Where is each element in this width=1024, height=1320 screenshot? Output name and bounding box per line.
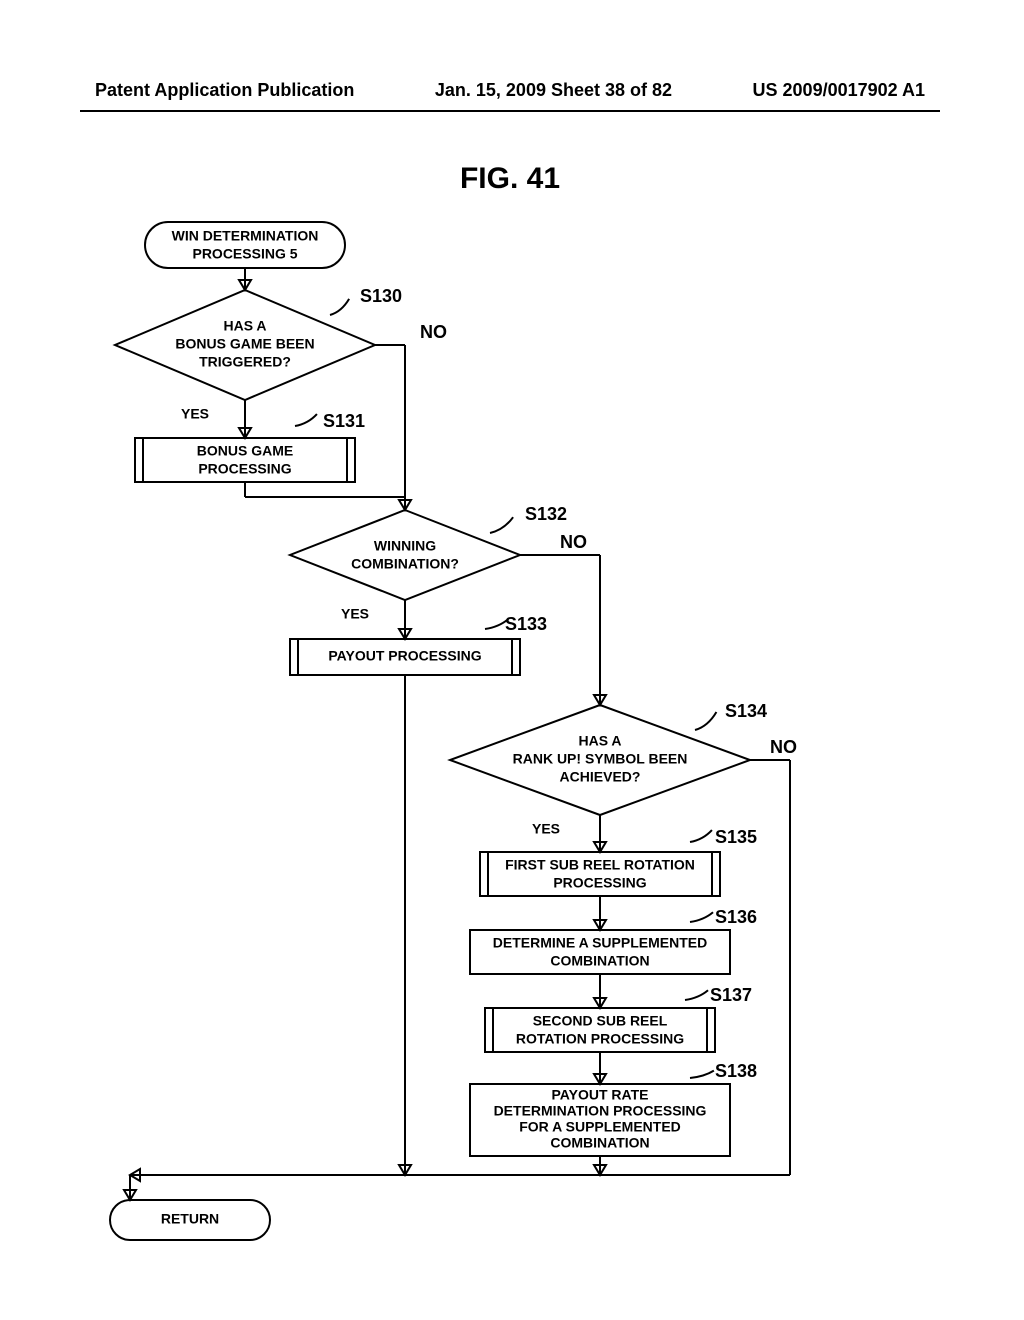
svg-text:S130: S130: [360, 286, 402, 306]
svg-text:COMBINATION: COMBINATION: [550, 1135, 649, 1151]
svg-text:YES: YES: [181, 406, 209, 422]
svg-text:YES: YES: [341, 606, 369, 622]
svg-text:PAYOUT PROCESSING: PAYOUT PROCESSING: [328, 648, 481, 664]
svg-text:BONUS GAME: BONUS GAME: [197, 443, 293, 459]
svg-text:PROCESSING 5: PROCESSING 5: [192, 246, 297, 262]
svg-text:FIRST SUB REEL ROTATION: FIRST SUB REEL ROTATION: [505, 857, 695, 873]
svg-text:PROCESSING: PROCESSING: [198, 461, 291, 477]
svg-text:DETERMINE A SUPPLEMENTED: DETERMINE A SUPPLEMENTED: [493, 935, 707, 951]
svg-text:WIN DETERMINATION: WIN DETERMINATION: [172, 228, 319, 244]
svg-text:S131: S131: [323, 411, 365, 431]
svg-text:WINNING: WINNING: [374, 538, 436, 554]
svg-text:NO: NO: [770, 737, 797, 757]
svg-text:NO: NO: [420, 322, 447, 342]
svg-text:ACHIEVED?: ACHIEVED?: [560, 769, 641, 785]
svg-text:FIG. 41: FIG. 41: [460, 162, 560, 195]
svg-text:S138: S138: [715, 1061, 757, 1081]
svg-text:ROTATION PROCESSING: ROTATION PROCESSING: [516, 1031, 684, 1047]
flowchart-svg: FIG. 41 WIN DETERMINATION PROCESSING 5 HAS …: [0, 0, 1024, 1320]
svg-text:RANK UP! SYMBOL BEEN: RANK UP! SYMBOL BEEN: [513, 751, 688, 767]
svg-text:S132: S132: [525, 504, 567, 524]
svg-text:DETERMINATION PROCESSING: DETERMINATION PROCESSING: [494, 1103, 707, 1119]
svg-text:HAS A: HAS A: [578, 733, 621, 749]
svg-text:FOR A SUPPLEMENTED: FOR A SUPPLEMENTED: [519, 1119, 681, 1135]
svg-text:TRIGGERED?: TRIGGERED?: [199, 354, 291, 370]
svg-text:S136: S136: [715, 907, 757, 927]
svg-text:S133: S133: [505, 614, 547, 634]
svg-text:COMBINATION?: COMBINATION?: [351, 556, 459, 572]
svg-text:YES: YES: [532, 821, 560, 837]
svg-text:RETURN: RETURN: [161, 1211, 219, 1227]
svg-text:S134: S134: [725, 701, 767, 721]
svg-text:PAYOUT RATE: PAYOUT RATE: [552, 1087, 649, 1103]
svg-text:HAS A: HAS A: [223, 318, 266, 334]
svg-text:PROCESSING: PROCESSING: [553, 875, 646, 891]
svg-text:NO: NO: [560, 532, 587, 552]
svg-text:S137: S137: [710, 985, 752, 1005]
svg-text:S135: S135: [715, 827, 757, 847]
svg-text:BONUS GAME BEEN: BONUS GAME BEEN: [175, 336, 314, 352]
svg-text:COMBINATION: COMBINATION: [550, 953, 649, 969]
svg-text:SECOND SUB REEL: SECOND SUB REEL: [533, 1013, 668, 1029]
